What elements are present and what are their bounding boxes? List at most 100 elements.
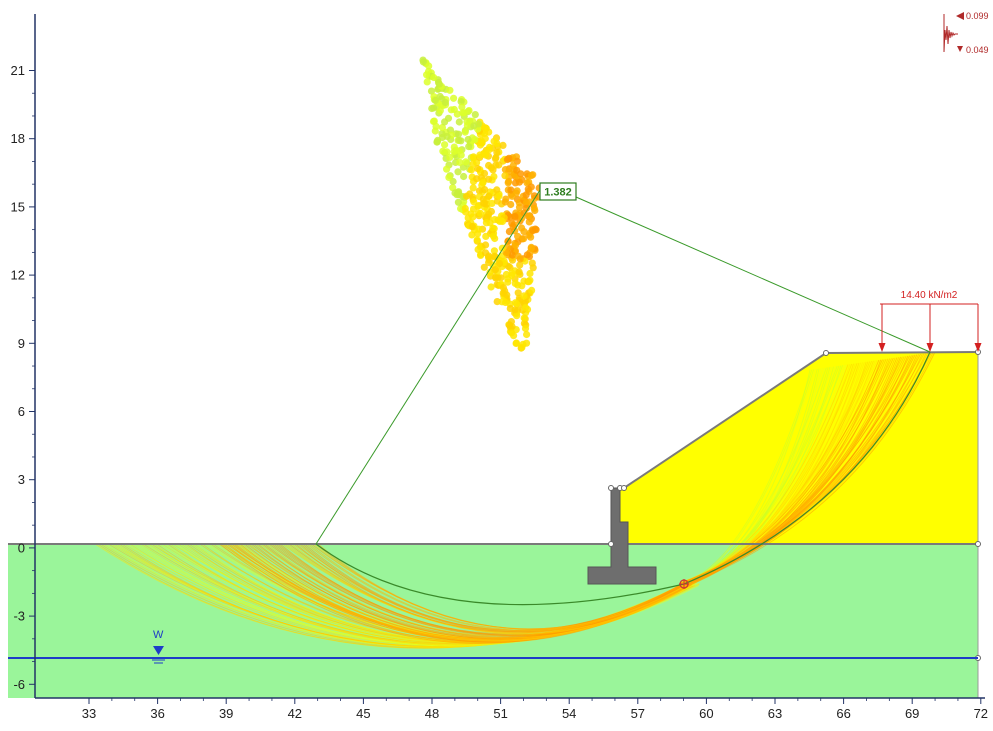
slip-center-point [520, 235, 528, 243]
slip-center-point [508, 256, 517, 264]
slip-center-point [490, 247, 498, 255]
slip-center-point [445, 173, 453, 181]
slip-center-point [489, 232, 497, 240]
slip-center-point [446, 86, 454, 94]
slip-center-point [441, 141, 449, 149]
slip-center-point [443, 165, 451, 173]
slip-center-point [505, 227, 513, 236]
slip-center-point [473, 175, 481, 183]
water-table-icon [153, 646, 164, 655]
slip-center-point [470, 198, 478, 206]
slip-center-point [501, 172, 509, 180]
x-tick-label: 39 [219, 706, 233, 721]
slip-center-point [446, 153, 454, 161]
slip-surface [304, 543, 686, 631]
water-table-label: W [153, 629, 164, 641]
slip-center-point [423, 78, 431, 86]
slip-center-point [430, 73, 438, 82]
slip-center-point [528, 286, 536, 294]
slip-center-point [527, 171, 536, 180]
slip-center-point [526, 269, 534, 278]
slip-center-point [493, 149, 501, 157]
slip-center-point [529, 227, 537, 235]
seismic-vertical-coefficient: 0.049 [966, 45, 989, 55]
slip-center-point [469, 160, 477, 168]
slip-center-point [511, 213, 519, 221]
slip-center-point [482, 151, 490, 159]
seismic-wave-icon [943, 14, 958, 53]
slip-center-point [450, 94, 458, 102]
slip-center-point [505, 154, 513, 162]
slip-center-point [453, 110, 461, 118]
slip-center-point [525, 218, 533, 226]
slip-center-point [485, 256, 493, 264]
slip-center-point [524, 185, 532, 193]
slip-surface [317, 543, 691, 630]
slip-center-point [521, 304, 530, 312]
slip-center-point [455, 118, 463, 126]
slip-surface [682, 355, 911, 583]
slip-center-point [465, 143, 473, 151]
slip-center-point [465, 107, 473, 115]
slip-center-point [430, 104, 438, 112]
slip-center-point [513, 312, 521, 320]
slip-center-point [476, 209, 484, 217]
slip-center-point [522, 198, 531, 207]
slip-surface [286, 543, 692, 634]
slip-center-point [467, 166, 476, 174]
slip-center-point [495, 161, 503, 169]
slip-center-point [434, 136, 442, 144]
slip-center-point [531, 206, 539, 215]
slip-center-point [496, 259, 504, 268]
slip-center-point [469, 184, 477, 192]
backfill-soil-region [620, 352, 978, 544]
y-tick-label: -3 [13, 609, 25, 624]
slip-center-point [507, 186, 515, 194]
slip-center-point [515, 268, 523, 276]
y-tick-label: 18 [11, 131, 25, 146]
slip-center-point [435, 80, 443, 88]
slip-center-point [492, 274, 500, 282]
slip-center-point [438, 123, 446, 132]
slip-center-point [481, 249, 490, 257]
slip-centers [419, 56, 543, 352]
slip-center-point [507, 200, 515, 209]
slip-center-point [477, 137, 485, 145]
seismic-vertical-arrow-icon [957, 46, 963, 52]
slip-center-point [476, 151, 484, 159]
seismic-horizontal-coefficient: 0.099 [966, 11, 989, 21]
slip-center-point [517, 170, 525, 178]
slip-center-point [463, 192, 471, 200]
slip-center-point [501, 298, 510, 307]
slip-center-point [523, 330, 531, 339]
slip-center-point [458, 103, 466, 111]
slip-surface [308, 543, 692, 631]
slip-center-point [530, 192, 539, 200]
slip-center-point [443, 148, 451, 156]
slip-center-point [522, 339, 531, 347]
slip-center-point [441, 98, 449, 107]
slip-center-point [499, 141, 507, 149]
slip-center-point [454, 168, 462, 176]
slip-center-point [527, 244, 535, 252]
slip-center-point [512, 339, 520, 347]
x-tick-label: 51 [493, 706, 507, 721]
slip-center-point [464, 214, 472, 222]
slip-center-point [518, 224, 526, 232]
load-arrow [878, 304, 886, 352]
slip-center-point [515, 203, 524, 211]
model-geometry [8, 349, 981, 698]
slip-center-point [501, 166, 509, 174]
slip-center-point [525, 212, 533, 220]
slip-center-point [507, 318, 515, 326]
vertex [975, 541, 981, 547]
slip-center-point [485, 161, 493, 170]
slip-center-point [504, 275, 512, 283]
slip-center-point [479, 195, 487, 203]
slip-center-point [427, 87, 436, 95]
slip-center-point [516, 261, 524, 269]
x-tick-label: 42 [288, 706, 302, 721]
fos-label-box[interactable] [539, 182, 577, 201]
x-axis-ticks: 33 36 39 42 45 48 51 54 57 60 63 66 69 72 [82, 698, 988, 721]
slip-surface [680, 360, 876, 584]
